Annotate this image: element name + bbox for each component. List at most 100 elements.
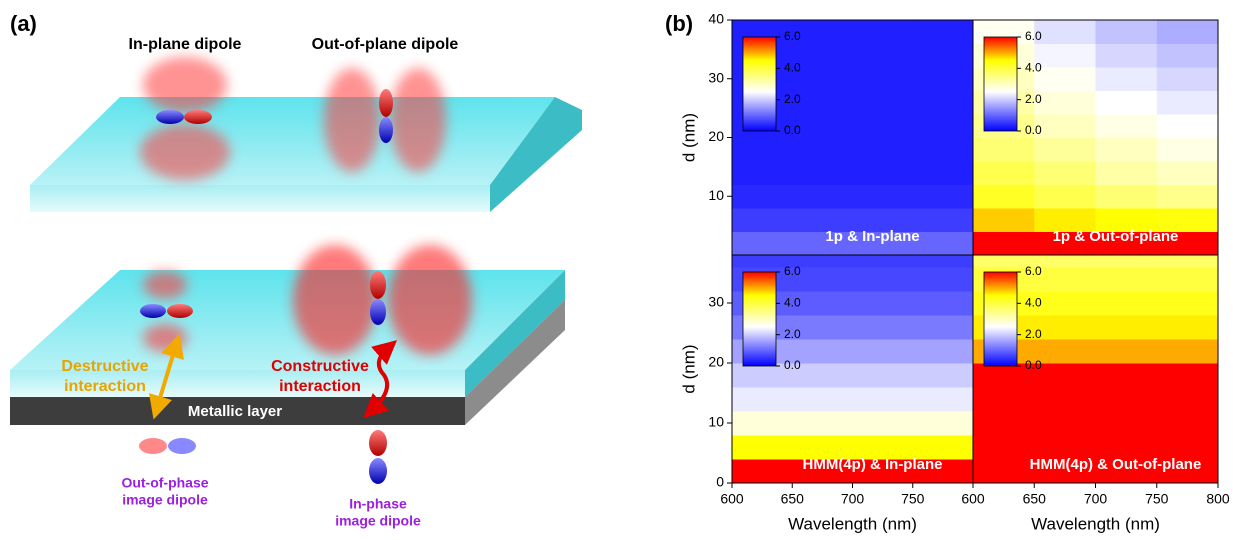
heatmap-cell <box>973 411 1035 436</box>
panel-label: (b) <box>665 11 693 36</box>
dipole <box>156 110 184 124</box>
heatmap-cell <box>973 161 1035 185</box>
heatmap-cell <box>913 411 974 436</box>
heatmap-cell <box>732 161 793 185</box>
heatmap-cell <box>853 315 914 340</box>
x-tick-label: 750 <box>901 491 925 507</box>
heatmap-cell <box>792 91 853 115</box>
heatmap-cell <box>1157 185 1219 209</box>
x-tick-label: 800 <box>1206 491 1230 507</box>
y-axis-label: d (nm) <box>679 344 698 393</box>
heatmap-cell <box>1157 267 1219 292</box>
heatmap-cell <box>1096 267 1158 292</box>
x-tick-label: 700 <box>1084 491 1108 507</box>
heatmap-cell <box>1157 339 1219 364</box>
heatmap-cell <box>973 435 1035 460</box>
colorbar <box>743 272 776 366</box>
heatmap-cell <box>913 91 974 115</box>
heatmap-cell <box>1034 20 1096 44</box>
heatmap-cell <box>1034 255 1096 268</box>
heatmap-cell <box>973 208 1035 232</box>
label: image dipole <box>122 492 208 508</box>
heatmap-cell <box>1157 411 1219 436</box>
heatmap-cell <box>792 161 853 185</box>
label: Out-of-phase <box>121 475 208 491</box>
colorbar-tick-label: 0.0 <box>1025 123 1042 137</box>
heatmap-cell <box>1034 363 1096 388</box>
heatmap-cell <box>913 315 974 340</box>
heatmap-cell <box>913 20 974 44</box>
heatmap-cell <box>1096 138 1158 162</box>
colorbar-tick-label: 6.0 <box>1025 29 1042 43</box>
y-tick-label: 10 <box>708 187 724 203</box>
heatmap-cell <box>1096 67 1158 91</box>
colorbar-tick-label: 4.0 <box>1025 61 1042 75</box>
heatmap-cell <box>732 411 793 436</box>
heatmap-title: HMM(4p) & Out-of-plane <box>1030 456 1202 473</box>
heatmap-cell <box>792 185 853 209</box>
heatmap-cell <box>973 232 1035 256</box>
heatmap-cell <box>853 67 914 91</box>
page: (a) In-plane dipole Out-of-plane dipole … <box>0 0 1233 540</box>
slab-top <box>30 97 555 185</box>
heatmap-cell <box>792 291 853 316</box>
colorbar-tick-label: 0.0 <box>784 123 801 137</box>
heatmap-cell <box>1157 114 1219 138</box>
x-axis-label: Wavelength (nm) <box>788 514 917 533</box>
heatmap-cell <box>1096 363 1158 388</box>
label: Constructive <box>271 358 369 375</box>
heatmap-cell <box>732 138 793 162</box>
heatmap-cell <box>853 138 914 162</box>
heatmap-cell <box>1096 20 1158 44</box>
heatmap-cell <box>853 363 914 388</box>
heatmap-cell <box>1096 315 1158 340</box>
label: Metallic layer <box>188 403 282 420</box>
heatmap-cell <box>913 232 974 256</box>
heatmap-cell <box>1157 363 1219 388</box>
heatmap-cell <box>913 387 974 412</box>
heatmap-cell <box>853 44 914 68</box>
heatmap-cell <box>1157 67 1219 91</box>
heatmap-cell <box>913 208 974 232</box>
heatmap-cell <box>1157 44 1219 68</box>
colorbar-tick-label: 6.0 <box>1025 264 1042 278</box>
heatmap-title: 1p & Out-of-plane <box>1053 228 1179 245</box>
x-tick-label: 600 <box>720 491 744 507</box>
dipole <box>184 110 212 124</box>
label: image dipole <box>335 513 421 529</box>
y-tick-label: 30 <box>708 294 724 310</box>
heatmap-cell <box>1096 185 1158 209</box>
heatmap-cell <box>732 459 793 484</box>
heatmap-cell <box>1096 339 1158 364</box>
heatmap-cell <box>1034 114 1096 138</box>
y-tick-label: 20 <box>708 354 724 370</box>
y-tick-label: 0 <box>716 474 724 490</box>
figure: (a) In-plane dipole Out-of-plane dipole … <box>0 0 1233 535</box>
heatmap-cell <box>1157 138 1219 162</box>
label: Out-of-plane dipole <box>312 36 459 53</box>
heatmap-cell <box>792 267 853 292</box>
y-axis-label: d (nm) <box>679 113 698 162</box>
label: interaction <box>279 378 361 395</box>
heatmap-cell <box>853 114 914 138</box>
heatmap-cell <box>792 114 853 138</box>
heatmap-cell <box>732 387 793 412</box>
heatmap-cell <box>732 208 793 232</box>
heatmap-cell <box>792 44 853 68</box>
heatmap-cell <box>792 339 853 364</box>
heatmap-cell <box>1157 91 1219 115</box>
heatmap-cell <box>853 20 914 44</box>
heatmap-cell <box>853 185 914 209</box>
dipole <box>379 117 393 143</box>
heatmap-cell <box>1096 44 1158 68</box>
heatmap-cell <box>1034 138 1096 162</box>
dipole <box>379 89 393 117</box>
heatmap-cell <box>1034 44 1096 68</box>
colorbar-tick-label: 2.0 <box>784 92 801 106</box>
heatmap-title: HMM(4p) & In-plane <box>803 456 943 473</box>
heatmap-cell <box>973 185 1035 209</box>
colorbar-tick-label: 4.0 <box>1025 296 1042 310</box>
x-tick-label: 750 <box>1145 491 1169 507</box>
heatmap-cell <box>913 138 974 162</box>
colorbar-tick-label: 6.0 <box>784 264 801 278</box>
